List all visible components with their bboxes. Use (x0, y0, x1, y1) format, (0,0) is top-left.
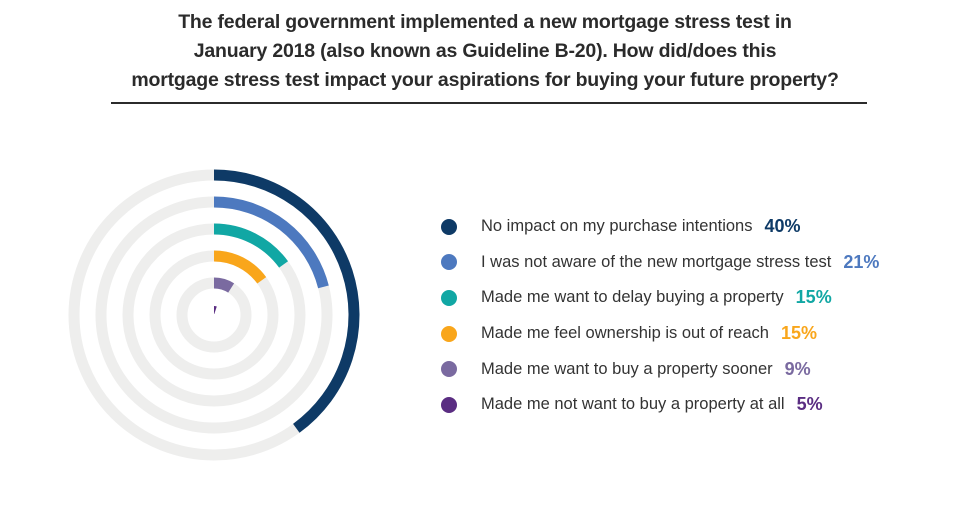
legend-value: 21% (843, 251, 880, 272)
legend-marker (441, 218, 457, 235)
legend-label: Made me want to buy a property sooner (481, 359, 773, 378)
chart-title: The federal government implemented a new… (100, 8, 870, 95)
legend-value: 40% (764, 216, 801, 237)
legend-item: No impact on my purchase intentions 40% (441, 209, 879, 245)
legend-value: 9% (784, 358, 811, 379)
ring-track (176, 277, 252, 353)
legend-marker (441, 325, 457, 342)
value-arc-4 (213, 250, 267, 284)
chart-title-line-3: mortgage stress test impact your aspirat… (131, 69, 839, 91)
value-arc-3 (213, 223, 289, 268)
legend-label: Made me not want to buy a property at al… (481, 395, 785, 414)
legend-label: No impact on my purchase intentions (481, 217, 753, 236)
chart-title-line-1: The federal government implemented a new… (178, 11, 792, 33)
radial-bar-chart (68, 169, 360, 461)
chart-title-line-2: January 2018 (also known as Guideline B-… (193, 40, 777, 62)
legend-marker (441, 361, 457, 378)
legend-label: Made me feel ownership is out of reach (481, 324, 769, 343)
legend-item: I was not aware of the new mortgage stre… (441, 245, 879, 281)
legend: No impact on my purchase intentions 40% … (441, 209, 879, 423)
legend-value: 5% (796, 394, 823, 415)
legend-marker (441, 254, 457, 271)
legend-marker (441, 289, 457, 306)
legend-value: 15% (781, 323, 818, 344)
legend-label: I was not aware of the new mortgage stre… (481, 252, 832, 271)
legend-item: Made me want to delay buying a property … (441, 280, 879, 316)
value-arc-1 (213, 169, 360, 433)
legend-item: Made me feel ownership is out of reach 1… (441, 316, 879, 352)
title-divider (111, 102, 867, 104)
legend-item: Made me want to buy a property sooner 9% (441, 351, 879, 387)
value-arc-5 (213, 277, 235, 293)
legend-item: Made me not want to buy a property at al… (441, 387, 879, 423)
legend-marker (441, 396, 457, 413)
legend-label: Made me want to delay buying a property (481, 288, 784, 307)
value-arc-2 (213, 196, 329, 289)
legend-value: 15% (795, 287, 832, 308)
